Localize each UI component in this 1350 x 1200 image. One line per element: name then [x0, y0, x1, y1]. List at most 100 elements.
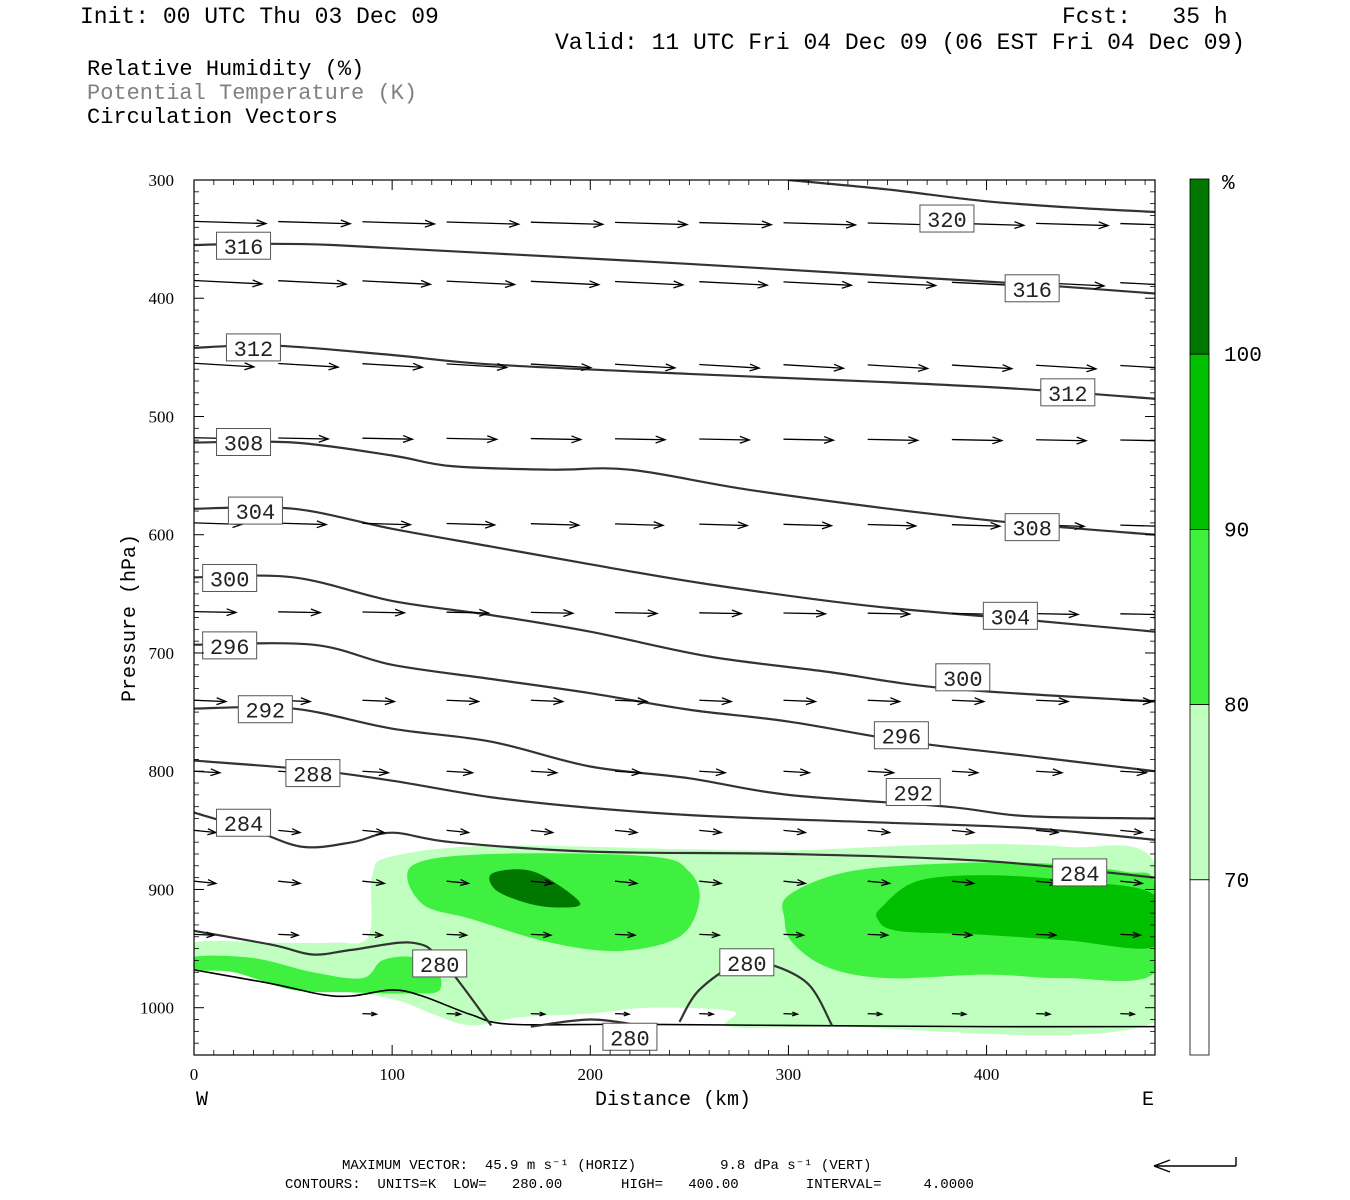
wind-vector — [1120, 697, 1155, 706]
colorbar-level: 100 — [1224, 345, 1262, 368]
isentrope-300 — [194, 574, 1155, 703]
svg-text:320: 320 — [927, 209, 967, 234]
wind-vector — [867, 363, 930, 372]
wind-vector — [1036, 828, 1060, 836]
svg-text:308: 308 — [224, 433, 264, 458]
y-tick-label: 500 — [149, 407, 175, 426]
y-tick-label: 600 — [149, 526, 175, 545]
wind-vector — [951, 768, 980, 777]
wind-vector — [194, 697, 228, 706]
wind-vector — [530, 697, 565, 706]
wind-vector — [1036, 436, 1088, 445]
wind-vector — [867, 281, 938, 290]
colorbar-swatch — [1189, 178, 1210, 355]
wind-vector — [699, 435, 752, 444]
wind-vector — [783, 435, 836, 445]
wind-vector — [699, 828, 724, 836]
wind-vector — [783, 768, 812, 777]
wind-vector — [530, 609, 575, 618]
wind-vector — [951, 521, 1002, 530]
wind-vector — [278, 520, 329, 529]
axis-ticks: 300 400 500 600 700 800 900 1000 0 100 200 300 400 — [140, 171, 1155, 1084]
svg-text:316: 316 — [1012, 279, 1052, 304]
contour-label-308: 308 — [216, 428, 272, 458]
y-tick-label: 300 — [149, 171, 175, 190]
wind-vector — [1120, 768, 1149, 777]
wind-vector — [1036, 931, 1058, 939]
wind-vector — [783, 931, 806, 939]
wind-vector — [530, 828, 555, 836]
wind-vector — [867, 609, 912, 618]
wind-vector — [867, 436, 920, 445]
wind-vector — [699, 609, 744, 618]
x-tick-label: 300 — [776, 1065, 802, 1084]
wind-vector — [194, 279, 264, 288]
wind-vector — [699, 697, 734, 706]
wind-vector — [699, 878, 724, 887]
wind-vector — [362, 828, 387, 836]
isentrope-312 — [194, 344, 1155, 400]
svg-text:280: 280 — [610, 1027, 650, 1052]
wind-vector — [867, 697, 902, 706]
svg-text:308: 308 — [1012, 518, 1052, 543]
wind-vector — [1036, 610, 1080, 619]
wind-vector — [446, 435, 499, 444]
contour-label-284: 284 — [1052, 858, 1108, 888]
wind-vector — [446, 608, 491, 617]
rh-region-80-90-surface — [194, 955, 442, 994]
wind-vector — [951, 931, 974, 939]
contour-label-304: 304 — [982, 601, 1038, 631]
svg-text:304: 304 — [991, 606, 1031, 631]
wind-vector — [446, 219, 521, 228]
contour-label-308: 308 — [1004, 513, 1060, 543]
wind-vector — [615, 280, 685, 289]
wind-vector — [699, 280, 770, 289]
wind-vector — [615, 521, 665, 530]
wind-vector — [867, 878, 892, 887]
wind-vector — [446, 520, 497, 529]
legend-rh: Relative Humidity (%) — [87, 57, 365, 82]
x-tick-label: 200 — [578, 1065, 604, 1084]
y-tick-label: 900 — [149, 880, 175, 899]
wind-vector — [783, 220, 858, 229]
isentrope-308 — [194, 440, 1155, 536]
y-tick-label: 700 — [149, 644, 175, 663]
isentrope-296 — [194, 642, 1155, 773]
wind-vector — [699, 220, 774, 229]
wind-vector — [615, 1011, 631, 1017]
svg-text:292: 292 — [893, 783, 933, 808]
wind-vector — [1036, 768, 1064, 777]
init-time: Init: 00 UTC Thu 03 Dec 09 — [80, 4, 439, 30]
colorbar-level: 90 — [1224, 520, 1249, 543]
svg-text:288: 288 — [293, 764, 333, 789]
contour-label-292: 292 — [885, 778, 941, 808]
wind-vector — [951, 697, 986, 706]
wind-vector — [446, 878, 471, 887]
isentrope-284 — [194, 811, 1155, 879]
wind-vector — [615, 220, 689, 229]
rh-shading — [194, 844, 1155, 1036]
wind-vector — [362, 878, 387, 887]
wind-vector — [362, 219, 437, 228]
wind-vector — [530, 1011, 547, 1017]
wind-vector — [194, 828, 218, 836]
valid-time: Valid: 11 UTC Fri 04 Dec 09 (06 EST Fri … — [555, 30, 1246, 56]
wind-vector — [699, 1011, 716, 1017]
y-tick-label: 800 — [149, 762, 175, 781]
wind-vector — [783, 609, 828, 618]
contour-label-280: 280 — [719, 948, 775, 978]
wind-vector — [867, 768, 896, 777]
wind-vector — [194, 931, 216, 939]
wind-vector — [446, 931, 469, 939]
colorbar: % 100 90 80 70 — [1189, 173, 1262, 1056]
forecast-hour: Fcst: 35 h — [1062, 4, 1228, 30]
wind-vector — [194, 608, 238, 617]
svg-text:280: 280 — [727, 953, 767, 978]
wind-vector — [194, 768, 222, 777]
svg-text:292: 292 — [246, 700, 286, 725]
wind-vector — [951, 364, 1014, 373]
wind-vector — [867, 1011, 884, 1017]
east-label: E — [1142, 1089, 1154, 1112]
wind-vector — [362, 768, 391, 777]
